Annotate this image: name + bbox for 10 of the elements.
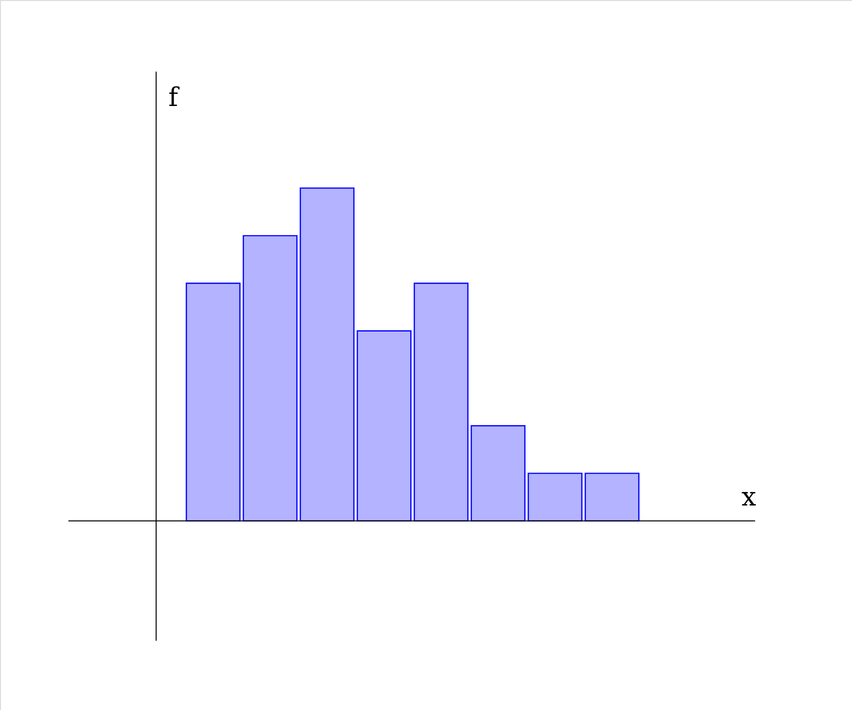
bar: [584, 472, 640, 522]
bar: [470, 425, 526, 522]
bar: [356, 330, 412, 522]
bar: [300, 187, 355, 522]
y-axis-title: f: [168, 83, 180, 114]
bar: [414, 282, 468, 522]
x-axis-title: x: [742, 482, 757, 513]
bar: [528, 472, 582, 522]
bar: [242, 235, 298, 522]
bar: [186, 282, 241, 522]
